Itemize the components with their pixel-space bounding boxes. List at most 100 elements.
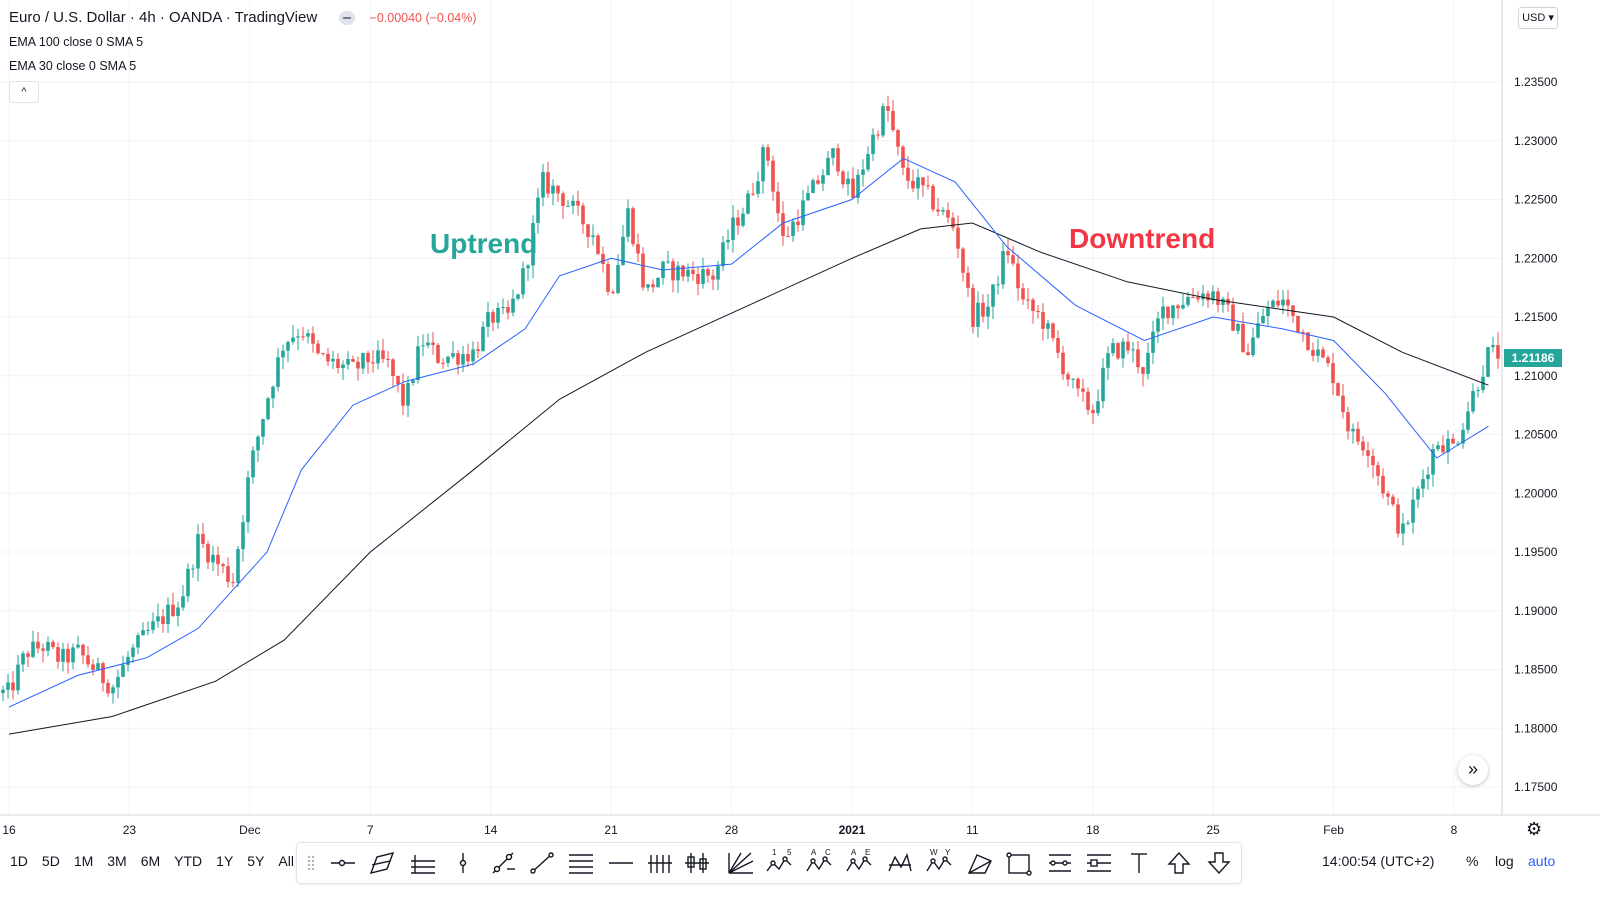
time-tick-label: 16 [2, 823, 16, 837]
candle [1376, 461, 1380, 486]
vertical-line-icon[interactable] [459, 853, 467, 873]
candle [1041, 303, 1045, 341]
range-6m[interactable]: 6M [140, 853, 161, 869]
abcde-pattern-icon[interactable] [846, 856, 872, 872]
candle [1396, 498, 1400, 538]
candle [246, 470, 250, 533]
candle [746, 189, 750, 215]
candle [956, 215, 960, 259]
range-1m[interactable]: 1M [73, 853, 94, 869]
head-shoulders-icon[interactable] [888, 852, 912, 872]
chart-settings-icon[interactable]: ⚙ [1526, 819, 1543, 839]
pitchfork-icon[interactable] [411, 855, 435, 874]
visibility-eye-icon[interactable] [339, 11, 356, 26]
time-tick-label: Feb [1323, 823, 1344, 837]
candle [146, 621, 150, 636]
candle [116, 669, 120, 699]
range-all[interactable]: All [278, 853, 294, 869]
currency-label: USD [1522, 12, 1546, 24]
downtrend-annotation[interactable]: Downtrend [1069, 223, 1216, 254]
candle [266, 397, 270, 421]
collapse-legend-button[interactable]: ^ [9, 81, 39, 103]
abcd-pattern-icon[interactable] [806, 856, 832, 872]
trend-angle-icon[interactable] [492, 852, 515, 874]
drawing-tools: 1 5 A C A E W Y [331, 848, 1231, 876]
text-icon[interactable] [1131, 853, 1147, 873]
fib-retracement-icon[interactable] [569, 854, 593, 874]
price-axis[interactable]: 1.23500 1.23000 1.22500 1.22000 1.21500 1.210… [1514, 75, 1558, 794]
candle [1221, 296, 1225, 313]
currency-select[interactable]: USD ▾ [1518, 7, 1558, 29]
scroll-to-realtime-button[interactable]: » [1458, 755, 1488, 785]
horizontal-ray-icon[interactable] [331, 859, 355, 867]
double-chevron-right-icon: » [1467, 759, 1478, 779]
candle [1146, 342, 1150, 380]
candle [766, 144, 770, 167]
percent-toggle[interactable]: % [1466, 853, 1479, 869]
candle [671, 258, 675, 293]
candle [216, 546, 220, 577]
candle [1141, 366, 1145, 387]
candle [1491, 336, 1495, 353]
candle [1086, 387, 1090, 415]
indicator-ema100-legend[interactable]: EMA 100 close 0 SMA 5 [9, 35, 144, 49]
gann-box-icon[interactable] [648, 855, 672, 873]
candle [1121, 337, 1125, 368]
uptrend-annotation[interactable]: Uptrend [430, 228, 538, 259]
candle [1346, 406, 1350, 440]
drawing-toolbar: 1 5 A C A E W Y [296, 842, 1242, 884]
range-5d[interactable]: 5D [41, 853, 60, 869]
candle [566, 200, 570, 207]
candle [1461, 422, 1465, 449]
parallel-channel-icon[interactable] [369, 851, 395, 875]
candle [561, 191, 565, 219]
candle [1381, 468, 1385, 499]
candle [106, 679, 110, 697]
candle [541, 163, 545, 207]
arrow-down-icon[interactable] [1207, 852, 1231, 875]
candle [951, 212, 955, 232]
candle [771, 155, 775, 201]
price-tick-label: 1.22500 [1514, 193, 1558, 207]
candle [456, 349, 460, 375]
range-3m[interactable]: 3M [107, 853, 127, 869]
date-range-icon[interactable] [1049, 854, 1071, 872]
price-range-icon[interactable] [1087, 854, 1111, 872]
candle [686, 263, 690, 283]
candle [811, 178, 815, 194]
triangle-pattern-icon[interactable] [967, 854, 992, 874]
arrow-up-icon[interactable] [1167, 851, 1191, 874]
range-ytd[interactable]: YTD [174, 853, 203, 869]
drag-grip-icon[interactable] [307, 855, 315, 871]
candle [366, 350, 370, 374]
auto-scale-toggle[interactable]: auto [1528, 853, 1556, 869]
candle [591, 224, 595, 246]
long-position-icon[interactable] [685, 853, 709, 873]
symbol-legend[interactable]: Euro / U.S. Dollar · 4h · OANDA · Tradin… [9, 9, 477, 26]
rectangle-icon[interactable] [1006, 852, 1032, 876]
trend-line-icon[interactable] [530, 852, 554, 874]
candle [551, 179, 555, 206]
indicator-ema30-legend[interactable]: EMA 30 close 0 SMA 5 [9, 59, 137, 73]
elliott-impulse-icon[interactable] [766, 856, 792, 872]
candle [381, 338, 385, 363]
range-1y[interactable]: 1Y [216, 853, 234, 869]
time-axis[interactable]: 16 23 Dec 7 14 21 28 2021 11 18 25 Feb 8 [2, 823, 1457, 837]
candle [31, 630, 35, 659]
candle [436, 342, 440, 364]
candle [76, 635, 80, 649]
candle [1091, 404, 1095, 425]
range-5y[interactable]: 5Y [247, 853, 265, 869]
candle [211, 545, 215, 572]
log-toggle[interactable]: log [1495, 853, 1514, 869]
clock-timezone[interactable]: 14:00:54 (UTC+2) [1322, 853, 1435, 869]
candle [1016, 254, 1020, 301]
candle [656, 276, 660, 288]
candle [91, 659, 95, 676]
wxy-pattern-icon[interactable] [926, 856, 952, 872]
fib-fan-icon[interactable] [728, 852, 754, 874]
range-1d[interactable]: 1D [10, 853, 28, 869]
candle [816, 175, 820, 186]
candle [331, 350, 335, 369]
